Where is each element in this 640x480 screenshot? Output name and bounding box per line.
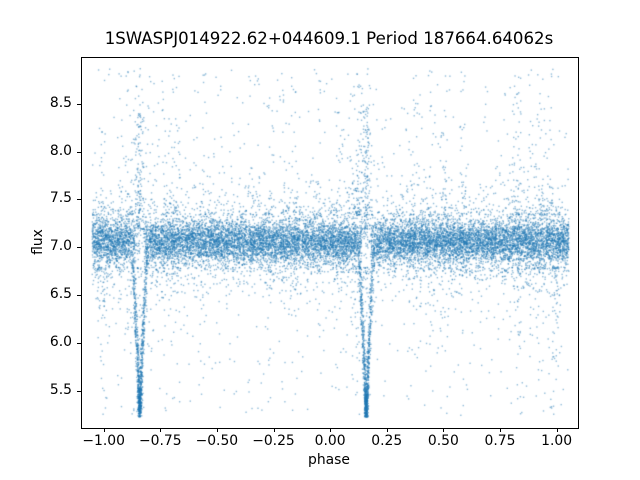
y-tick-mark <box>77 151 81 153</box>
x-tick-label: 0.00 <box>314 433 346 449</box>
y-tick-mark <box>77 390 81 392</box>
x-tick-mark <box>103 428 105 432</box>
y-tick-label: 6.5 <box>49 286 72 303</box>
x-tick-label: −1.00 <box>82 433 125 449</box>
y-tick-label: 7.5 <box>49 190 72 207</box>
x-axis-label: phase <box>308 452 350 468</box>
x-tick-label: 0.25 <box>371 433 403 449</box>
y-tick-label: 7.0 <box>49 238 72 255</box>
plot-area <box>81 57 579 429</box>
x-tick-mark <box>216 428 218 432</box>
x-tick-label: −0.50 <box>195 433 239 449</box>
x-tick-label: 0.50 <box>427 433 459 449</box>
chart-title: 1SWASPJ014922.62+044609.1 Period 187664.… <box>104 29 554 48</box>
y-tick-label: 6.0 <box>49 333 72 350</box>
x-tick-mark <box>330 428 332 432</box>
x-tick-mark <box>273 428 275 432</box>
x-tick-label: −0.25 <box>252 433 295 449</box>
x-tick-mark <box>160 428 162 432</box>
y-tick-label: 8.5 <box>49 94 72 111</box>
x-tick-mark <box>443 428 445 432</box>
x-tick-label: 0.75 <box>484 433 516 449</box>
y-tick-label: 8.0 <box>49 142 72 159</box>
y-tick-label: 5.5 <box>49 381 72 398</box>
y-tick-mark <box>77 342 81 344</box>
x-tick-mark <box>556 428 558 432</box>
y-tick-mark <box>77 247 81 249</box>
y-tick-mark <box>77 295 81 297</box>
y-tick-mark <box>77 103 81 105</box>
y-tick-mark <box>77 199 81 201</box>
x-tick-mark <box>499 428 501 432</box>
x-tick-label: 1.00 <box>541 433 573 449</box>
x-tick-label: −0.75 <box>138 433 182 449</box>
scatter-canvas <box>82 58 578 428</box>
x-tick-mark <box>386 428 388 432</box>
